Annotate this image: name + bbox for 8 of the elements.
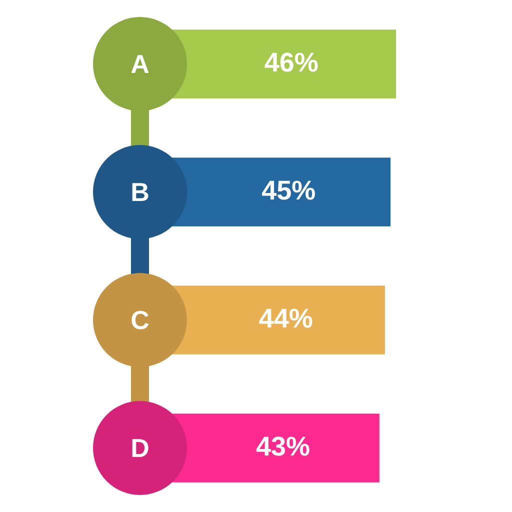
circle-badge: D	[93, 401, 187, 495]
circle-badge: C	[93, 273, 187, 367]
circle-badge: A	[93, 17, 187, 111]
data-label: 44%	[258, 303, 313, 334]
data-label: 45%	[262, 175, 316, 206]
data-label: 43%	[256, 431, 310, 462]
circle-badge: B	[93, 145, 187, 239]
data-label: 46%	[264, 47, 318, 78]
